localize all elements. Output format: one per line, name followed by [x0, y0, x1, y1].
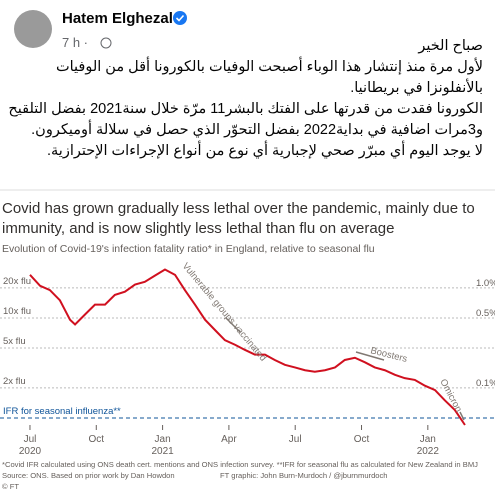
y-right-tick-label: 0.1% [476, 378, 495, 389]
verified-badge [173, 11, 187, 25]
x-tick-label: Oct [88, 434, 104, 445]
x-tick-label: Jul [24, 434, 37, 445]
x-year-label: 2021 [151, 446, 174, 457]
check [175, 14, 185, 22]
chart-title: immunity, and is now slightly less letha… [2, 220, 394, 237]
chart-title: Covid has grown gradually less lethal ov… [2, 200, 475, 217]
annotation-arrow [459, 411, 465, 421]
post-line: لأول مرة منذ إنتشار هذا الوباء أصبحت الو… [55, 59, 483, 75]
x-tick-label: Oct [354, 434, 370, 445]
post-line: و3مرات اضافية في بداية2022 بفضل التحوّر … [31, 122, 483, 138]
post-line: بالأنفلونزا في بريطانيا. [350, 80, 483, 96]
y-tick-label: IFR for seasonal influenza** [3, 406, 121, 417]
chart-subtitle: Evolution of Covid-19's infection fatali… [2, 243, 375, 255]
y-tick-label: 10x flu [3, 306, 31, 317]
footnote: © FT [2, 482, 19, 491]
y-right-tick-label: 1.0% [476, 278, 495, 289]
y-tick-label: 20x flu [3, 276, 31, 287]
post-line: الكورونا فقدت من قدرتها على الفتك بالبشر… [8, 101, 483, 117]
y-tick-label: 2x flu [3, 376, 26, 387]
avatar[interactable] [14, 10, 52, 48]
footnote: *Covid IFR calculated using ONS death ce… [2, 460, 478, 469]
footnote: FT graphic: John Burn-Murdoch / @jburnmu… [220, 471, 388, 480]
x-tick-label: Apr [221, 434, 237, 445]
y-tick-label: 5x flu [3, 336, 26, 347]
data-line [29, 268, 466, 426]
author[interactable]: Hatem Elghezal [62, 10, 173, 27]
x-year-label: 2020 [19, 446, 42, 457]
post-line: صباح الخير [418, 38, 483, 54]
annotation-arrow [355, 351, 385, 361]
post-line: لا يوجد اليوم أي مبرّر صحي لإجبارية أي ن… [46, 143, 483, 159]
y-right-tick-label: 0.5% [476, 308, 495, 319]
x-tick-label: Jan [420, 434, 436, 445]
timestamp[interactable]: 7 h · [62, 35, 88, 50]
globe-icon [100, 37, 112, 49]
x-year-label: 2022 [417, 446, 440, 457]
footnote: Source: ONS. Based on prior work by Dan … [2, 471, 175, 480]
x-tick-label: Jul [289, 434, 302, 445]
x-tick-label: Jan [155, 434, 171, 445]
annotation-arrow [225, 317, 241, 333]
